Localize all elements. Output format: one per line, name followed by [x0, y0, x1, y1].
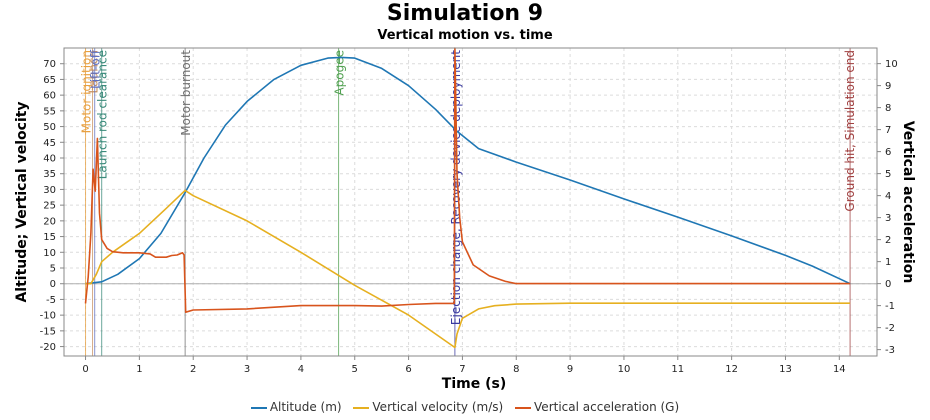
x-tick-label: 9 — [567, 364, 573, 375]
y-right-tick-label: 3 — [885, 213, 891, 224]
event-label: Apogee — [333, 50, 347, 96]
legend-swatch-velocity — [353, 406, 370, 409]
y-right-tick-label: 6 — [885, 147, 891, 158]
x-tick-label: 11 — [671, 364, 684, 375]
y-left-tick-label: 35 — [43, 169, 56, 180]
y-right-axis-label: Vertical acceleration — [900, 121, 916, 284]
legend: Altitude (m) Vertical velocity (m/s) Ver… — [0, 400, 930, 414]
y-right-tick-label: 9 — [885, 81, 891, 92]
y-right-tick-label: -1 — [885, 301, 895, 312]
y-right-tick-label: 0 — [885, 279, 891, 290]
y-right-tick-label: 2 — [885, 235, 891, 246]
x-tick-label: 14 — [833, 364, 846, 375]
event-label: Motor ignition — [80, 50, 94, 133]
y-left-tick-label: 50 — [43, 122, 56, 133]
y-left-axis-label: Altitude; Vertical velocity — [14, 101, 30, 302]
x-tick-label: 8 — [513, 364, 519, 375]
legend-label-acceleration: Vertical acceleration (G) — [534, 400, 680, 414]
y-left-tick-label: -15 — [40, 326, 56, 337]
y-right-tick-label: -3 — [885, 345, 895, 356]
y-left-tick-label: 30 — [43, 185, 56, 196]
y-left-tick-label: 70 — [43, 59, 56, 70]
legend-label-altitude: Altitude (m) — [269, 400, 342, 414]
y-left-tick-label: 5 — [50, 264, 56, 275]
chart-title: Simulation 9 — [386, 1, 544, 26]
x-tick-label: 7 — [459, 364, 465, 375]
legend-swatch-altitude — [250, 406, 267, 409]
y-left-tick-label: 60 — [43, 91, 56, 102]
event-label: Launch rod clearance — [96, 50, 110, 179]
x-tick-label: 0 — [82, 364, 88, 375]
series-line-1 — [85, 189, 851, 349]
event-label: Ejection charge, Recovery device deploym… — [449, 50, 463, 325]
legend-item-altitude: Altitude (m) — [250, 400, 342, 414]
legend-swatch-acceleration — [515, 406, 532, 409]
y-left-tick-label: 15 — [43, 232, 56, 243]
y-right-tick-label: 1 — [885, 257, 891, 268]
x-tick-label: 6 — [405, 364, 411, 375]
event-label: Ground hit, Simulation end — [843, 50, 857, 212]
y-left-tick-label: -5 — [46, 295, 56, 306]
y-left-tick-label: 55 — [43, 106, 56, 117]
y-left-axis-ticks: -20 -15 -10 -5 0 5 10 15 20 25 30 35 40 45 50 55 60 65 70 — [40, 59, 64, 353]
y-left-tick-label: 10 — [43, 248, 56, 259]
y-left-tick-label: -10 — [40, 311, 56, 322]
x-axis-ticks: 0 1 2 3 4 5 6 7 8 9 10 11 12 13 14 — [82, 356, 846, 375]
y-right-tick-label: 7 — [885, 125, 891, 136]
plot-series — [84, 47, 851, 349]
y-right-tick-label: 5 — [885, 169, 891, 180]
x-tick-label: 3 — [244, 364, 250, 375]
y-right-axis-ticks: -3 -2 -1 0 1 2 3 4 5 6 7 8 9 10 — [877, 59, 898, 356]
y-left-tick-label: 25 — [43, 201, 56, 212]
series-line-2 — [84, 47, 851, 314]
x-tick-label: 4 — [298, 364, 304, 375]
x-tick-label: 1 — [136, 364, 142, 375]
x-axis-label: Time (s) — [442, 376, 506, 392]
x-tick-label: 12 — [725, 364, 738, 375]
x-tick-label: 5 — [352, 364, 358, 375]
plot-frame — [63, 47, 878, 357]
y-right-tick-label: 8 — [885, 103, 891, 114]
y-left-tick-label: 65 — [43, 75, 56, 86]
legend-item-acceleration: Vertical acceleration (G) — [515, 400, 679, 414]
x-tick-label: 2 — [190, 364, 196, 375]
series-line-0 — [85, 56, 851, 285]
y-left-tick-label: 0 — [50, 279, 56, 290]
event-label: Launch — [87, 50, 101, 93]
y-right-tick-label: 4 — [885, 191, 891, 202]
legend-label-velocity: Vertical velocity (m/s) — [372, 400, 504, 414]
y-right-tick-label: 10 — [885, 59, 898, 70]
y-left-tick-label: 40 — [43, 154, 56, 165]
event-label: Motor burnout — [179, 50, 193, 136]
event-label: Lift-off — [89, 49, 103, 89]
x-tick-label: 10 — [618, 364, 631, 375]
x-tick-label: 13 — [779, 364, 792, 375]
y-left-tick-label: -20 — [40, 342, 56, 353]
y-left-tick-label: 20 — [43, 216, 56, 227]
y-left-tick-label: 45 — [43, 138, 56, 149]
y-right-tick-label: -2 — [885, 323, 895, 334]
legend-item-velocity: Vertical velocity (m/s) — [353, 400, 503, 414]
chart-subtitle: Vertical motion vs. time — [377, 28, 553, 43]
